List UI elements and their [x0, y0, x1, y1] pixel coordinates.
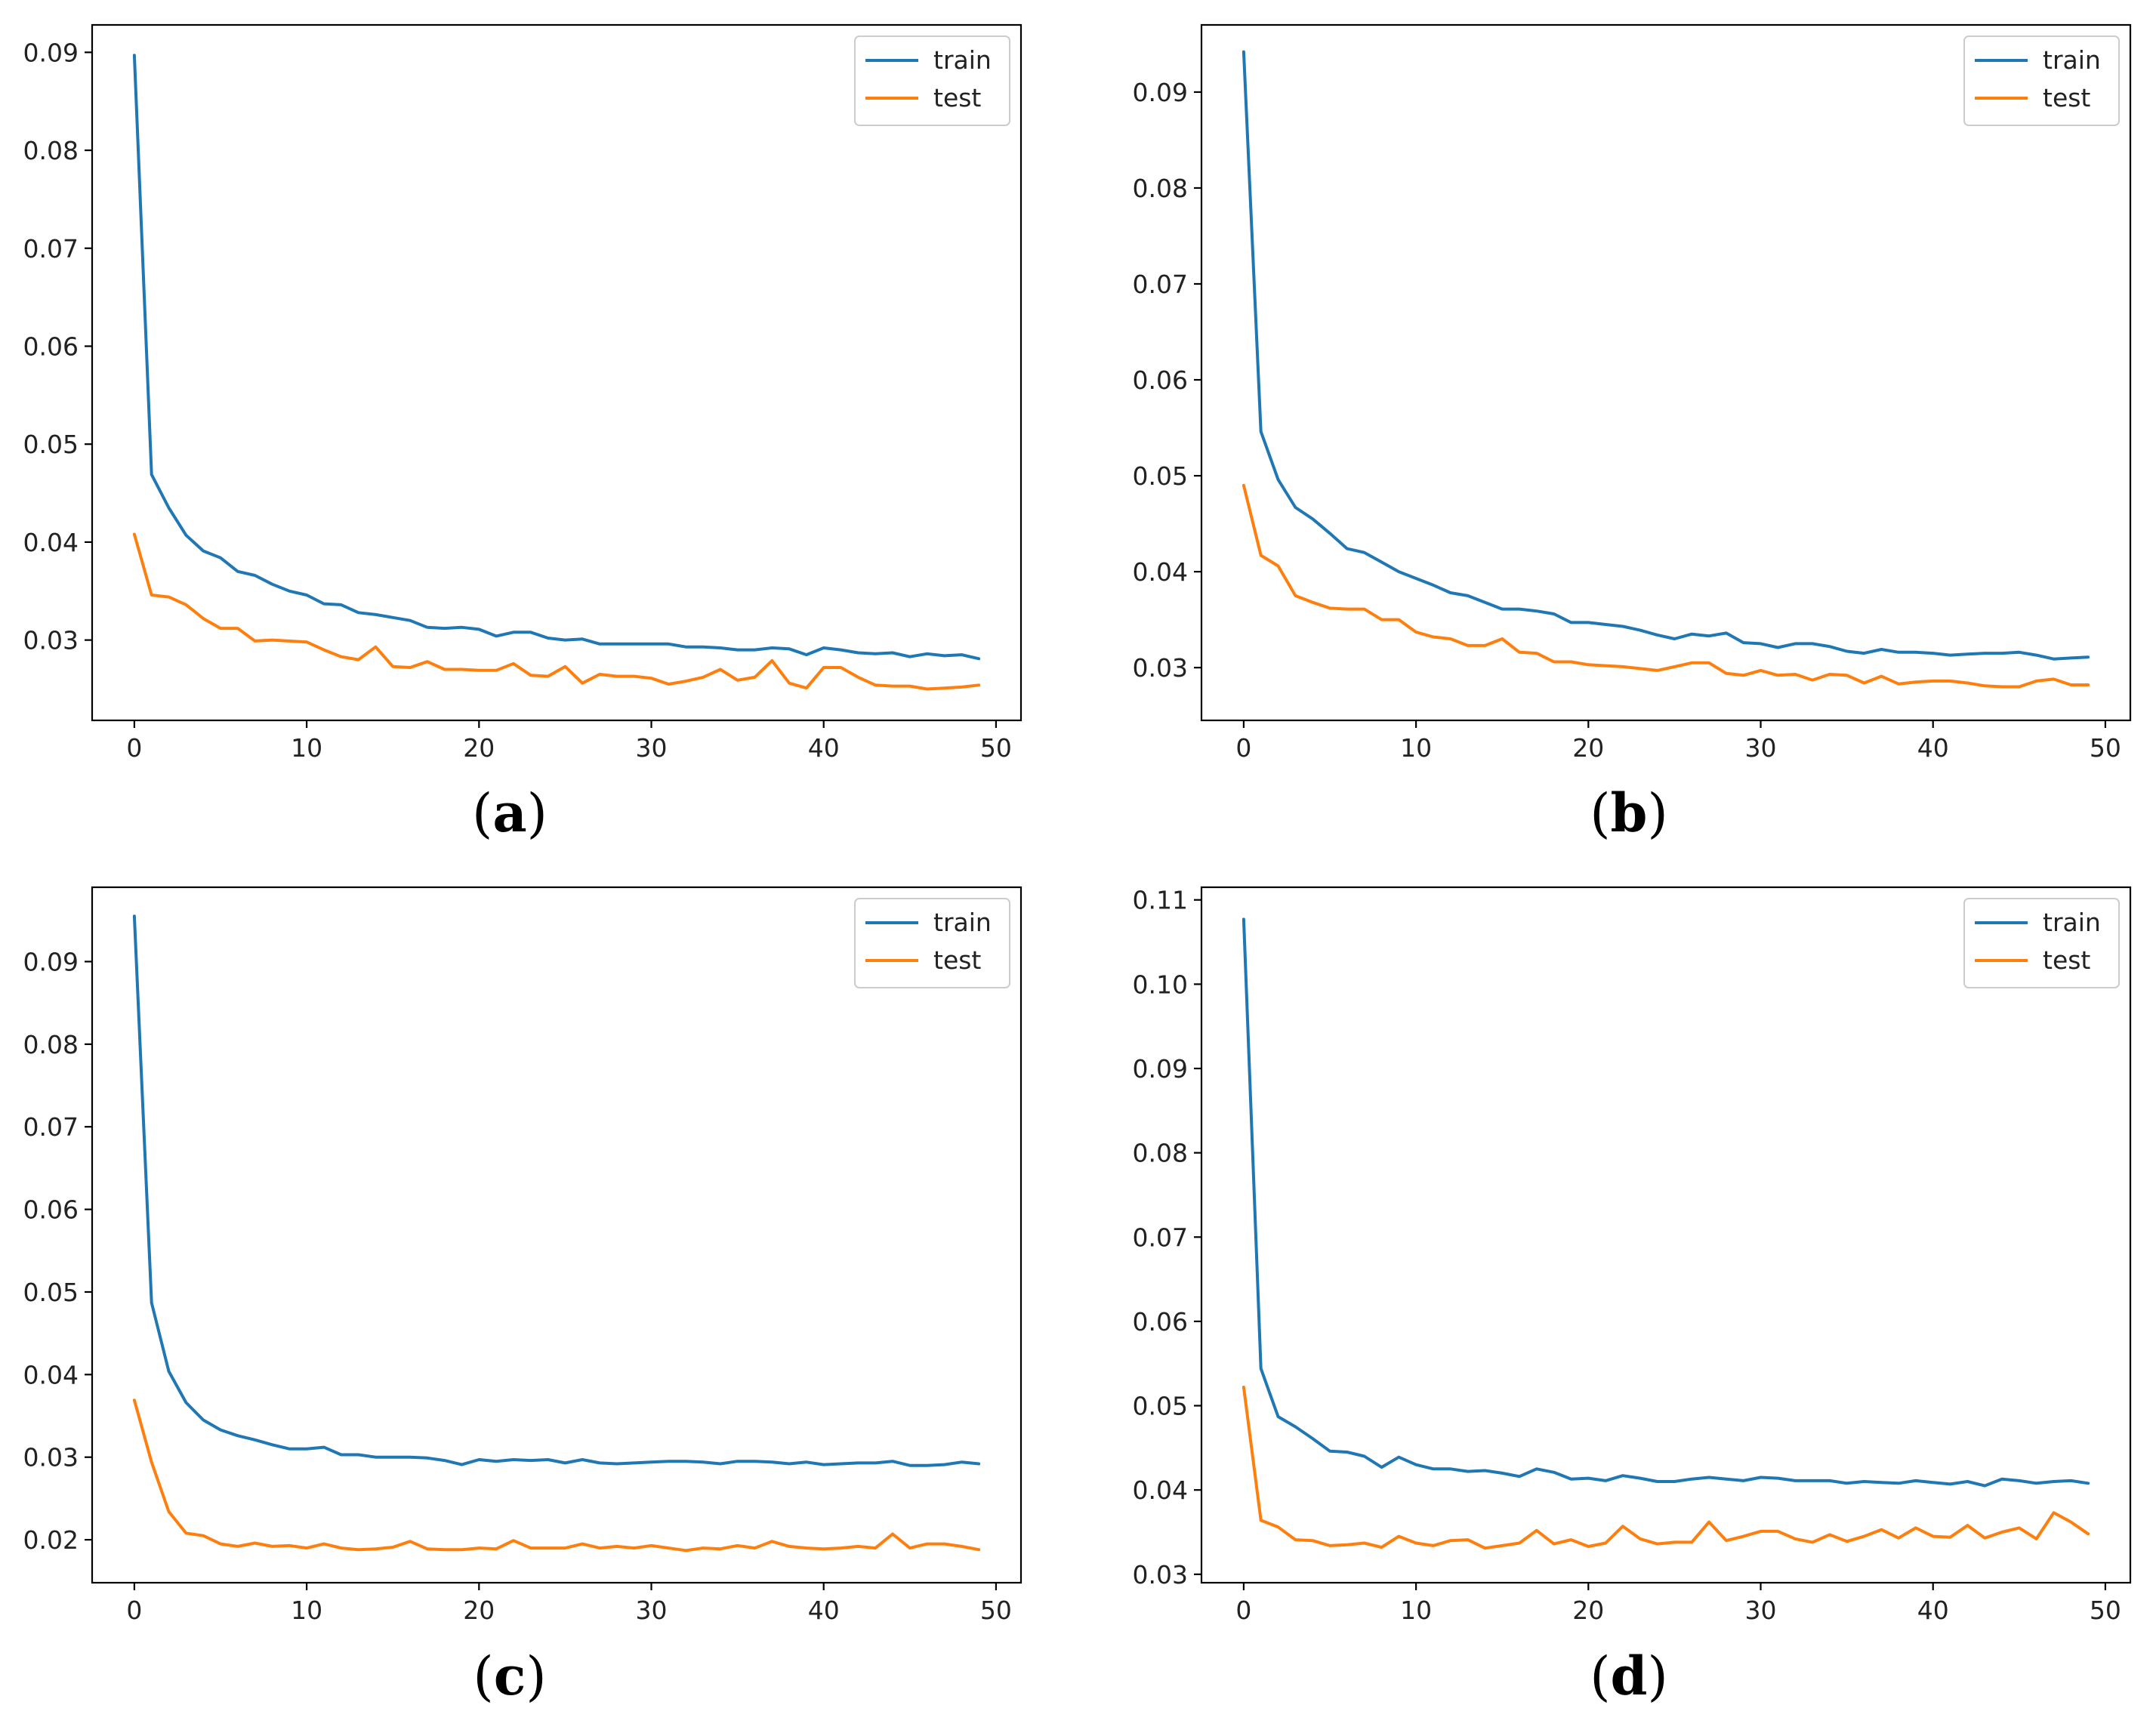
x-tick-label: 40: [1917, 733, 1949, 763]
x-tick-label: 20: [463, 1596, 495, 1625]
y-tick-label: 0.04: [1133, 557, 1188, 587]
y-tick-label: 0.03: [1133, 653, 1188, 683]
chart-c: 0 10 20 30 40 50 0.02 0.03 0.04 0.05 0.06 0.07 0.08 0…: [23, 886, 1023, 1625]
y-tick-label: 0.06: [23, 331, 79, 361]
y-tick-label: 0.09: [1133, 78, 1188, 107]
legend-box: [854, 898, 1010, 988]
series-line-train: [132, 54, 981, 661]
plot-frame: [91, 23, 1023, 722]
x-tick-label: 40: [808, 733, 840, 763]
legend-label-train: train: [933, 45, 992, 75]
chart-panel-a: 0 10 20 30 40 50 0.03 0.04 0.05 0.06 0.07 0.08 0.09 t…: [0, 0, 1076, 763]
x-tick-label: 50: [2090, 733, 2121, 763]
chart-a: 0 10 20 30 40 50 0.03 0.04 0.05 0.06 0.07 0.08 0.09 t…: [23, 23, 1023, 763]
x-tick-label: 10: [1400, 733, 1432, 763]
y-tick-label: 0.05: [1133, 1392, 1188, 1421]
series-line-test: [1242, 1386, 2090, 1550]
x-tick-label: 20: [1572, 1596, 1604, 1625]
x-tick-label: 10: [1400, 1596, 1432, 1625]
x-tick-label: 30: [636, 1596, 668, 1625]
y-tick-label: 0.09: [1133, 1054, 1188, 1084]
plot-frame: [1200, 23, 2132, 722]
x-tick-label: 20: [463, 733, 495, 763]
chart-b: 0 10 20 30 40 50 0.03 0.04 0.05 0.06 0.07 0.08 0.09 t…: [1133, 23, 2132, 763]
plot-frame: [1200, 886, 2132, 1584]
legend-label-test: test: [933, 945, 981, 975]
y-tick-label: 0.06: [1133, 1307, 1188, 1337]
caption-d: (d): [1590, 1645, 1668, 1707]
legend: train test: [1963, 898, 2120, 988]
x-tick-label: 0: [1235, 1596, 1251, 1625]
series-line-train: [1242, 917, 2090, 1488]
caption-b: (b): [1590, 782, 1668, 844]
y-tick-label: 0.09: [23, 947, 79, 976]
series-line-train: [1242, 50, 2090, 661]
series-line-test: [1242, 483, 2090, 689]
legend-box: [854, 35, 1010, 126]
y-tick-label: 0.04: [23, 528, 79, 557]
legend-label-train: train: [933, 908, 992, 937]
y-tick-label: 0.05: [23, 430, 79, 459]
y-tick-label: 0.03: [23, 1443, 79, 1472]
x-tick-label: 0: [126, 733, 142, 763]
y-tick-label: 0.03: [1133, 1560, 1188, 1590]
chart-d: 0 10 20 30 40 50 0.03 0.04 0.05 0.06 0.07 0.08 0.09 0…: [1133, 886, 2132, 1625]
series-line-test: [132, 1398, 981, 1553]
y-tick-label: 0.06: [1133, 365, 1188, 395]
legend: train test: [1963, 35, 2120, 126]
y-tick-label: 0.07: [23, 1112, 79, 1142]
x-tick-label: 40: [808, 1596, 840, 1625]
x-tick-label: 0: [126, 1596, 142, 1625]
legend: train test: [854, 35, 1010, 126]
y-tick-label: 0.07: [1133, 270, 1188, 299]
x-tick-label: 20: [1572, 733, 1604, 763]
y-tick-label: 0.04: [23, 1360, 79, 1389]
y-tick-label: 0.06: [23, 1195, 79, 1225]
series-line-train: [132, 914, 981, 1467]
x-tick-label: 10: [291, 1596, 322, 1625]
chart-panel-b: 0 10 20 30 40 50 0.03 0.04 0.05 0.06 0.07 0.08 0.09 t…: [0, 0, 2153, 763]
x-tick-label: 30: [636, 733, 668, 763]
x-tick-label: 50: [980, 1596, 1012, 1625]
x-tick-label: 50: [980, 733, 1012, 763]
chart-panel-d: 0 10 20 30 40 50 0.03 0.04 0.05 0.06 0.07 0.08 0.09 0…: [1133, 886, 2132, 1625]
y-tick-label: 0.07: [23, 234, 79, 264]
x-tick-label: 30: [1745, 1596, 1777, 1625]
y-tick-label: 0.07: [1133, 1223, 1188, 1252]
chart-panel-c: 0 10 20 30 40 50 0.02 0.03 0.04 0.05 0.06 0.07 0.08 0…: [0, 0, 1076, 1661]
legend-box: [1963, 35, 2120, 126]
legend-label-test: test: [2043, 83, 2090, 113]
x-tick-label: 50: [2090, 1596, 2121, 1625]
x-tick-label: 40: [1917, 1596, 1949, 1625]
caption-a: (a): [472, 782, 548, 844]
legend-label-test: test: [2043, 945, 2090, 975]
x-tick-label: 10: [291, 733, 322, 763]
y-tick-label: 0.09: [23, 38, 79, 67]
y-tick-label: 0.03: [23, 626, 79, 655]
y-tick-label: 0.04: [1133, 1475, 1188, 1505]
x-tick-label: 30: [1745, 733, 1777, 763]
legend-label-test: test: [933, 83, 981, 113]
legend: train test: [854, 898, 1010, 988]
x-tick-label: 0: [1235, 733, 1251, 763]
y-tick-label: 0.08: [23, 136, 79, 165]
y-tick-label: 0.08: [1133, 1139, 1188, 1168]
y-tick-label: 0.02: [23, 1525, 79, 1555]
y-tick-label: 0.08: [23, 1030, 79, 1059]
y-tick-label: 0.08: [1133, 174, 1188, 203]
legend-box: [1963, 898, 2120, 988]
caption-c: (c): [473, 1645, 547, 1707]
y-tick-label: 0.10: [1133, 970, 1188, 999]
legend-label-train: train: [2043, 45, 2101, 75]
legend-label-train: train: [2043, 908, 2101, 937]
y-tick-label: 0.05: [23, 1278, 79, 1307]
y-tick-label: 0.05: [1133, 461, 1188, 491]
plot-frame: [91, 886, 1023, 1584]
series-line-test: [132, 532, 981, 691]
y-tick-label: 0.11: [1133, 886, 1188, 915]
